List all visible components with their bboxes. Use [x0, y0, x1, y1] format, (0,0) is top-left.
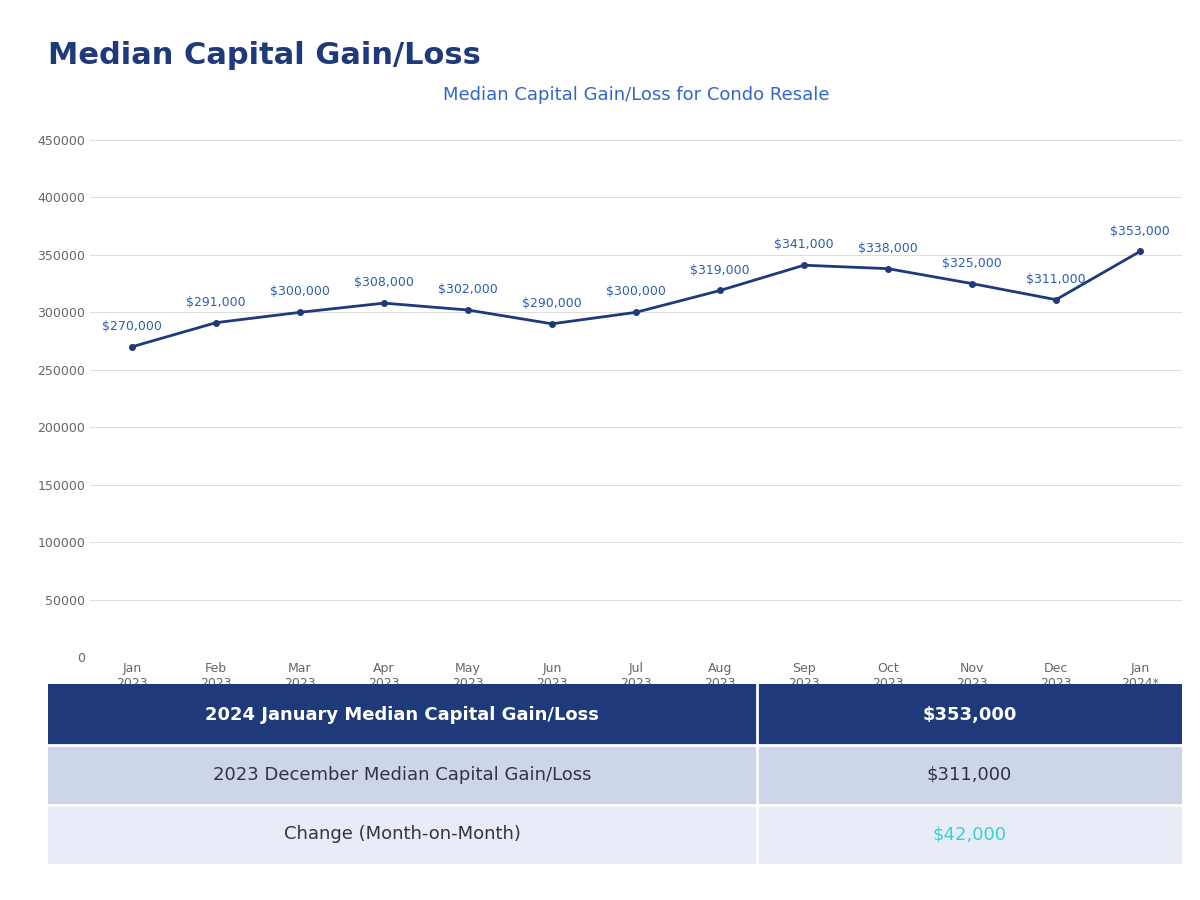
Text: Change (Month-on-Month): Change (Month-on-Month) — [284, 825, 521, 843]
Text: $308,000: $308,000 — [354, 276, 414, 289]
Text: $302,000: $302,000 — [438, 284, 498, 296]
Title: Median Capital Gain/Loss for Condo Resale: Median Capital Gain/Loss for Condo Resal… — [443, 86, 829, 104]
Bar — [48, 745, 1182, 805]
Bar — [48, 805, 1182, 864]
Bar — [48, 684, 1182, 745]
Text: $300,000: $300,000 — [606, 285, 666, 299]
Text: $300,000: $300,000 — [270, 285, 330, 299]
Text: $353,000: $353,000 — [922, 706, 1016, 724]
Text: $270,000: $270,000 — [102, 320, 162, 333]
Text: $42,000: $42,000 — [932, 825, 1007, 843]
Text: $325,000: $325,000 — [942, 256, 1002, 270]
Text: $341,000: $341,000 — [774, 238, 834, 251]
Text: Median Capital Gain/Loss: Median Capital Gain/Loss — [48, 40, 481, 69]
Text: $290,000: $290,000 — [522, 297, 582, 310]
Text: $311,000: $311,000 — [926, 766, 1012, 784]
Text: 2023 December Median Capital Gain/Loss: 2023 December Median Capital Gain/Loss — [214, 766, 592, 784]
Text: 2024 January Median Capital Gain/Loss: 2024 January Median Capital Gain/Loss — [205, 706, 599, 724]
Text: $353,000: $353,000 — [1110, 224, 1170, 238]
Text: $319,000: $319,000 — [690, 264, 750, 276]
Text: $338,000: $338,000 — [858, 242, 918, 255]
Text: $291,000: $291,000 — [186, 296, 246, 309]
Text: $311,000: $311,000 — [1026, 273, 1086, 286]
